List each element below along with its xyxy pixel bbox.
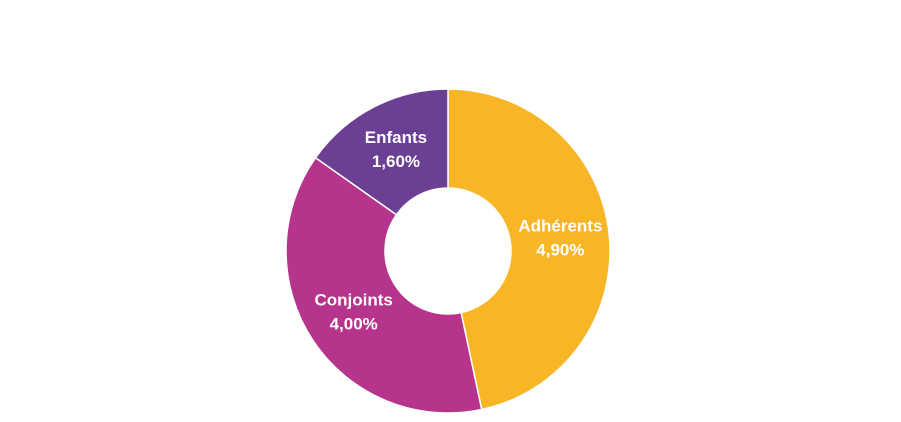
slice-label: Conjoints <box>314 291 392 310</box>
slice-value: 4,00% <box>330 315 378 334</box>
slice-value: 4,90% <box>536 241 584 260</box>
slice-label: Adhérents <box>518 217 602 236</box>
donut-slice <box>285 156 483 414</box>
slice-value: 1,60% <box>372 152 420 171</box>
donut-slice <box>314 88 449 216</box>
slice-label: Enfants <box>365 128 427 147</box>
donut-slice <box>447 88 611 411</box>
